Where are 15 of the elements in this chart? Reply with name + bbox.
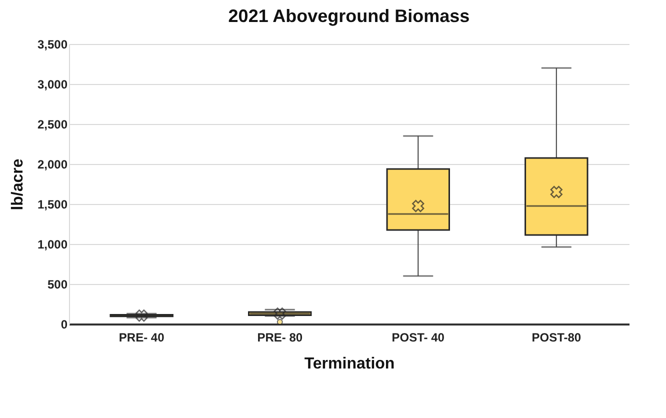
y-tick-label: 1,500 <box>37 198 68 212</box>
x-tick-label: PRE- 80 <box>257 330 303 344</box>
y-tick-label: 0 <box>60 318 68 332</box>
y-tick-label: 2,000 <box>37 158 68 172</box>
y-tick-label: 3,500 <box>37 38 68 52</box>
chart-title: 2021 Aboveground Biomass <box>228 6 470 26</box>
y-axis-title: lb/acre <box>9 158 26 210</box>
y-tick-label: 2,500 <box>37 118 68 132</box>
x-axis-title: Termination <box>304 356 395 372</box>
x-tick-label: PRE- 40 <box>118 330 165 344</box>
x-tick-label: POST- 40 <box>392 330 445 344</box>
y-tick-label: 1,000 <box>37 238 68 252</box>
x-tick-label: POST-80 <box>532 330 582 344</box>
y-tick-label: 3,000 <box>37 78 68 92</box>
y-tick-label: 500 <box>47 278 68 292</box>
